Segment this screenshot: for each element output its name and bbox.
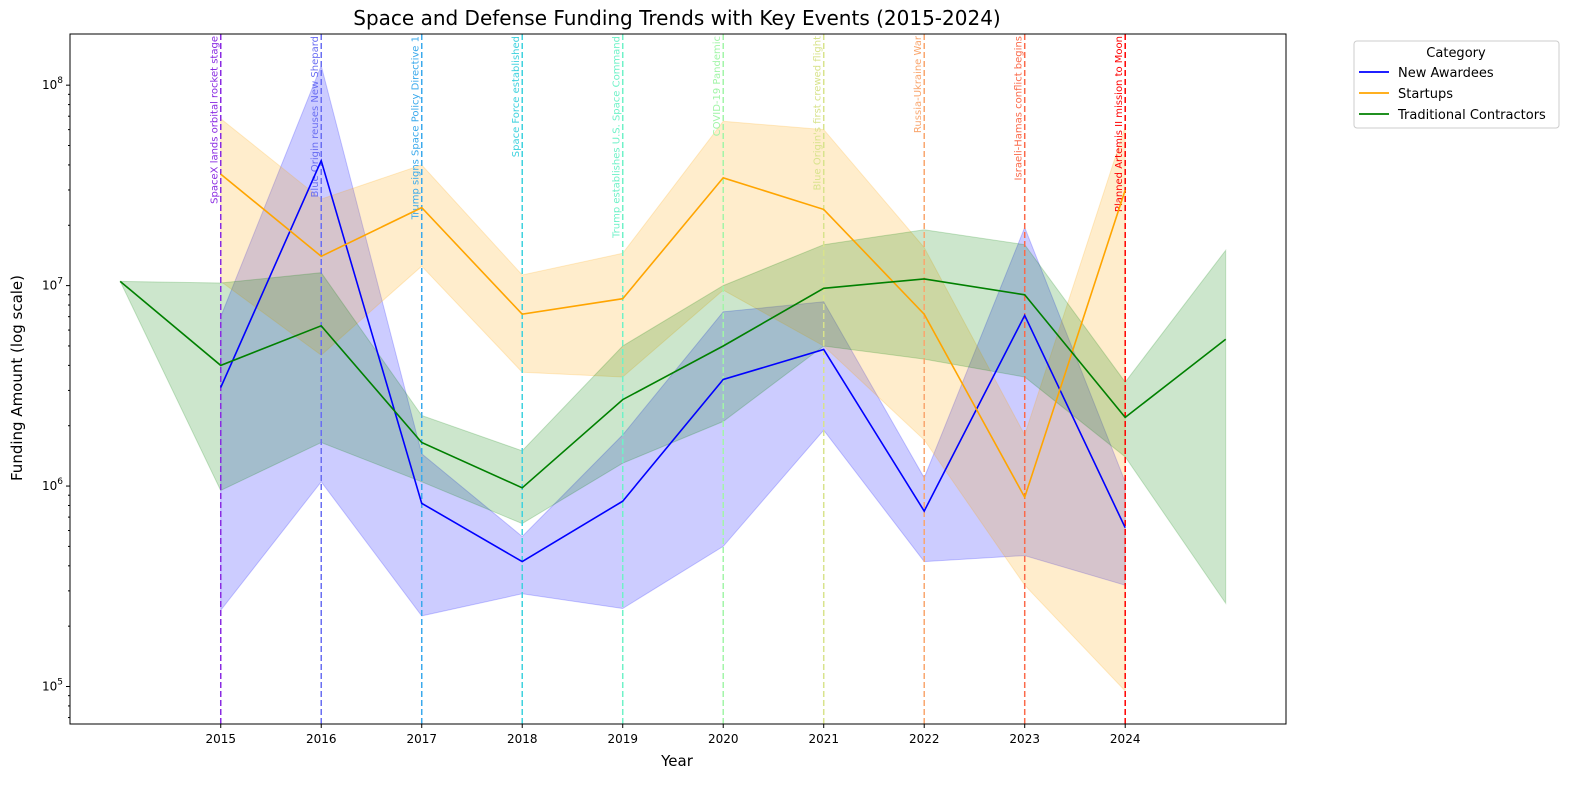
x-tick-label-2023: 2023 — [1009, 732, 1040, 746]
event-label-2023: Israeli-Hamas conflict begins — [1014, 36, 1025, 180]
x-axis-title: Year — [660, 752, 694, 770]
event-label-2017: Trump signs Space Policy Directive 1 — [411, 36, 422, 220]
x-tick-label-2016: 2016 — [306, 732, 337, 746]
event-label-2024: Planned Artemis II mission to Moon — [1114, 36, 1125, 212]
x-tick-label-2020: 2020 — [708, 732, 739, 746]
event-label-2018: Space Force established — [511, 36, 522, 157]
y-tick-label-8: 108 — [42, 76, 63, 92]
legend-entry-1: Startups — [1398, 87, 1453, 102]
y-tick-label-6: 106 — [42, 477, 63, 493]
event-label-2016: Blue Origin reuses New Shepard — [310, 36, 321, 197]
y-tick-label-7: 107 — [42, 277, 63, 293]
x-tick-label-2017: 2017 — [406, 732, 437, 746]
plot-frame — [69, 33, 1287, 725]
x-tick-label-2018: 2018 — [507, 732, 538, 746]
legend-entry-2: Traditional Contractors — [1397, 108, 1546, 123]
x-axis-ticks: 2015 2016 2017 2018 2019 2020 2021 2022 2023 2024 — [205, 724, 1140, 746]
y-tick-label-5: 105 — [42, 677, 63, 693]
event-label-2019: Trump establishes U.S. Space Command — [612, 36, 623, 239]
line-series-1 — [220, 173, 1126, 500]
confidence-bands — [119, 64, 1227, 693]
line-series-0 — [219, 158, 1126, 563]
x-tick-label-2021: 2021 — [808, 732, 839, 746]
event-label-2021: Blue Origin's first crewed flight — [813, 36, 824, 191]
chart-title: Space and Defense Funding Trends with Ke… — [353, 6, 1000, 30]
legend-title: Category — [1426, 46, 1486, 61]
y-axis-ticks: 105 106 107 108 — [42, 76, 70, 719]
legend: Category New Awardees Startups Traditional… — [1353, 40, 1560, 129]
legend-entry-0: New Awardees — [1398, 66, 1494, 81]
y-axis-title: Funding Amount (log scale) — [8, 275, 26, 481]
x-tick-label-2019: 2019 — [607, 732, 638, 746]
event-label-2020: COVID-19 Pandemic — [712, 36, 723, 136]
event-label-2022: Russia-Ukraine War — [913, 35, 924, 133]
x-tick-label-2022: 2022 — [909, 732, 940, 746]
series-lines — [119, 158, 1227, 563]
line-series-2 — [119, 278, 1227, 489]
x-tick-label-2015: 2015 — [205, 732, 236, 746]
band-series-2 — [119, 229, 1227, 605]
legend-box — [1353, 40, 1560, 129]
event-label-2015: SpaceX lands orbital rocket stage — [210, 36, 221, 204]
x-tick-label-2024: 2024 — [1110, 732, 1141, 746]
